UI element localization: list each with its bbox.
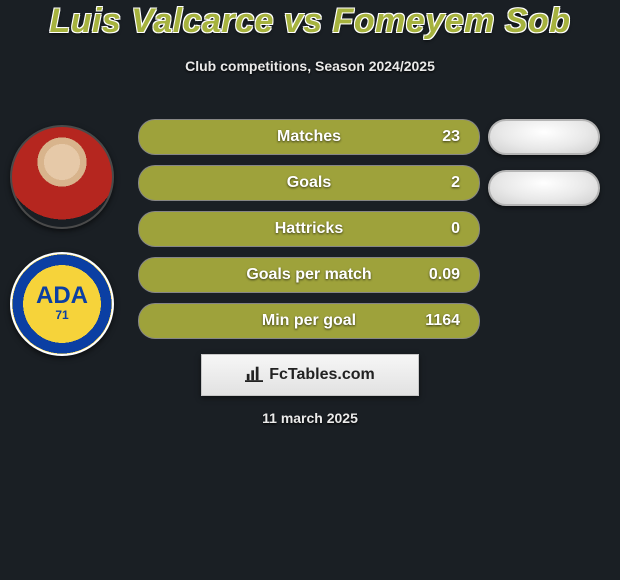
stat-row: Hattricks 0 [138,211,480,245]
season-subtitle: Club competitions, Season 2024/2025 [0,58,620,74]
stat-row: Matches 23 [138,119,480,153]
club-badge-text-bottom: 71 [12,308,112,322]
comparison-pill-1 [488,119,600,155]
club-badge: ADA 71 [10,252,114,356]
stat-value: 2 [451,165,460,201]
stat-label: Matches [138,119,480,155]
footer-date: 11 march 2025 [0,410,620,426]
stat-row: Goals per match 0.09 [138,257,480,291]
stat-value: 1164 [425,303,460,339]
club-badge-text-top: ADA [12,282,112,310]
stat-value: 0 [451,211,460,247]
stat-label: Hattricks [138,211,480,247]
comparison-pill-2 [488,170,600,206]
stat-label: Goals [138,165,480,201]
branding-text: FcTables.com [269,366,375,384]
stat-value: 0.09 [429,257,460,293]
branding-box: FcTables.com [201,354,419,396]
stat-value: 23 [442,119,460,155]
player-avatar [10,125,114,229]
bar-chart-icon [245,364,263,387]
page-title: Luis Valcarce vs Fomeyem Sob [0,2,620,41]
stat-row: Goals 2 [138,165,480,199]
stat-row: Min per goal 1164 [138,303,480,337]
stats-bars: Matches 23 Goals 2 Hattricks 0 Goals per… [138,119,480,349]
